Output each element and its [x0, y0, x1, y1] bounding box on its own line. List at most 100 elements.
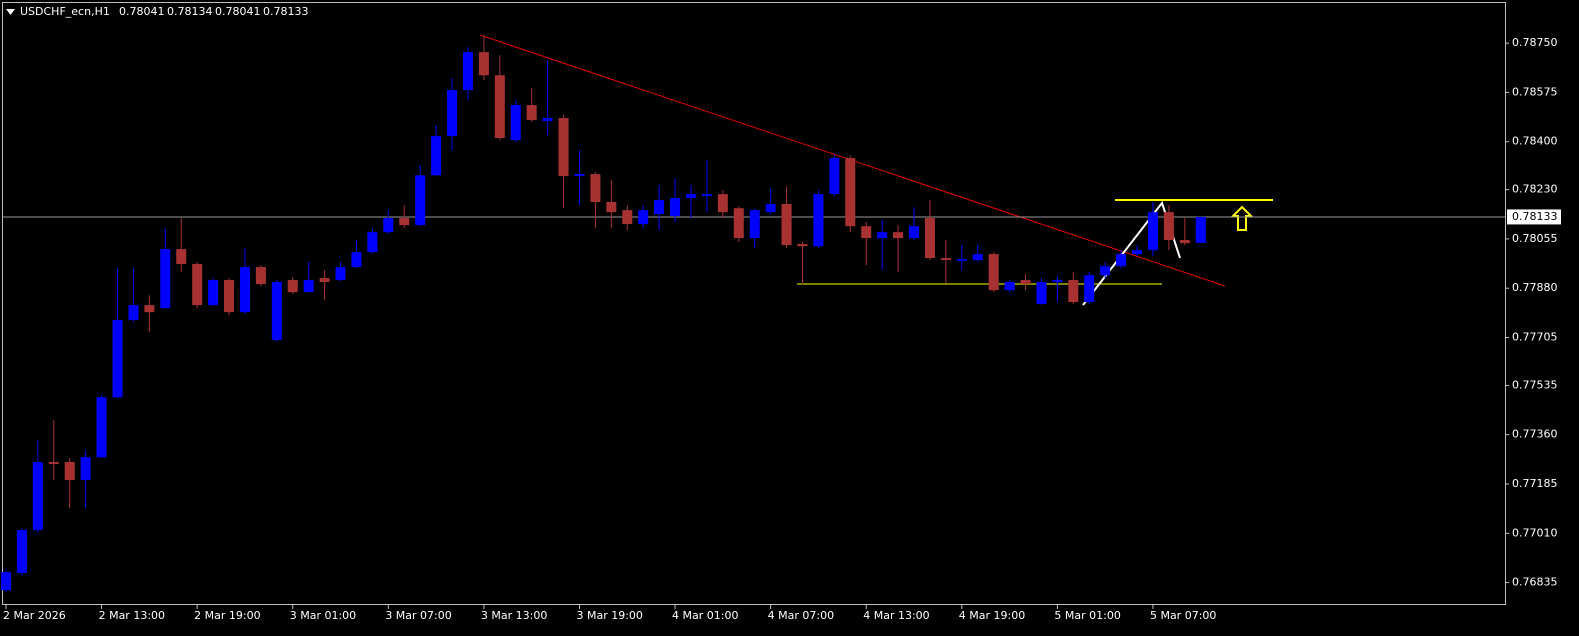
- candle-body: [940, 258, 951, 261]
- plot-frame: [2, 2, 1506, 605]
- candle-body: [813, 194, 824, 247]
- candle-body: [255, 267, 266, 284]
- menu-triangle: [6, 9, 15, 15]
- x-tick-label: 3 Mar 07:00: [385, 609, 451, 622]
- candle-body: [494, 75, 505, 139]
- candle-body: [956, 259, 967, 261]
- x-tick-label: 2 Mar 2026: [3, 609, 66, 622]
- candle-body: [861, 226, 872, 239]
- candle-body: [670, 198, 681, 217]
- x-tick-label: 4 Mar 13:00: [863, 609, 929, 622]
- candle-body: [765, 203, 776, 213]
- candle-body: [717, 194, 728, 213]
- x-tick-label: 3 Mar 13:00: [481, 609, 547, 622]
- candle-body: [893, 232, 904, 239]
- candle-body: [877, 232, 888, 239]
- candle-body: [415, 175, 426, 226]
- candle-body: [208, 280, 219, 306]
- x-tick-label: 3 Mar 01:00: [290, 609, 356, 622]
- header-price: 0.78041: [119, 5, 165, 18]
- candle-body: [797, 243, 808, 247]
- candle-body: [972, 254, 983, 261]
- candle-body: [622, 210, 633, 224]
- x-tick-label: 4 Mar 07:00: [768, 609, 834, 622]
- x-tick-label: 4 Mar 01:00: [672, 609, 738, 622]
- candle-body: [924, 218, 935, 259]
- candle-body: [590, 174, 601, 203]
- header-price: 0.78041: [215, 5, 261, 18]
- candle-body: [685, 194, 696, 199]
- candle-body: [606, 202, 617, 213]
- candle-body: [287, 280, 298, 293]
- x-tick-label: 2 Mar 13:00: [99, 609, 165, 622]
- y-tick-label: 0.78400: [1512, 135, 1558, 148]
- candle-body: [526, 105, 537, 121]
- candle-body: [64, 462, 75, 481]
- candle-body: [1147, 212, 1158, 251]
- candle-body: [510, 105, 521, 141]
- candle-body: [367, 232, 378, 253]
- candle-body: [32, 462, 43, 531]
- candle-body: [1163, 212, 1174, 241]
- up-arrow: [1230, 205, 1254, 231]
- candle-body: [1052, 280, 1063, 283]
- candle-body: [1, 572, 11, 591]
- y-tick-label: 0.78055: [1512, 232, 1558, 245]
- candle-body: [239, 267, 250, 313]
- candle-body: [16, 530, 27, 574]
- candle-body: [1036, 282, 1047, 304]
- candle-body: [48, 462, 59, 464]
- candle-body: [1132, 250, 1143, 255]
- candle-body: [733, 208, 744, 239]
- candle-body: [988, 254, 999, 291]
- candle-body: [638, 210, 649, 224]
- y-tick-label: 0.76835: [1512, 576, 1558, 589]
- y-tick-label: 0.77705: [1512, 331, 1558, 344]
- candle-body: [1068, 280, 1079, 303]
- candle-body: [351, 252, 362, 268]
- candle-body: [176, 249, 187, 264]
- x-tick-label: 3 Mar 19:00: [576, 609, 642, 622]
- candle-body: [1179, 240, 1190, 244]
- x-tick-label: 4 Mar 19:00: [959, 609, 1025, 622]
- candle-body: [1084, 275, 1095, 303]
- candle-body: [303, 280, 314, 293]
- y-tick-label: 0.77360: [1512, 428, 1558, 441]
- candle-body: [112, 320, 123, 398]
- candle-body: [1020, 280, 1031, 284]
- candle-body: [478, 52, 489, 76]
- candle-body: [574, 174, 585, 177]
- y-tick-label: 0.77880: [1512, 281, 1558, 294]
- y-tick-label: 0.78750: [1512, 36, 1558, 49]
- candle-body: [1100, 266, 1111, 276]
- trend-lines: [479, 34, 1273, 306]
- candle-body: [749, 210, 760, 239]
- candle-body: [654, 200, 665, 215]
- header-price: 0.78133: [263, 5, 309, 18]
- y-tick-label: 0.78230: [1512, 183, 1558, 196]
- candle-body: [845, 158, 856, 227]
- candle-body: [335, 267, 346, 281]
- x-tick-label: 5 Mar 07:00: [1150, 609, 1216, 622]
- x-tick-label: 2 Mar 19:00: [194, 609, 260, 622]
- candle-body: [431, 136, 442, 176]
- candle-body: [399, 218, 410, 226]
- candle-body: [96, 397, 107, 458]
- x-tick-label: 5 Mar 01:00: [1054, 609, 1120, 622]
- y-tick-label: 0.77535: [1512, 378, 1558, 391]
- candle-body: [192, 263, 203, 306]
- candle-body: [542, 118, 553, 122]
- candle-body: [271, 282, 282, 341]
- candle-body: [160, 249, 171, 309]
- candle-body: [144, 305, 155, 313]
- candle-body: [447, 90, 458, 137]
- candle-body: [558, 118, 569, 177]
- header-price: 0.78134: [167, 5, 213, 18]
- last-price-box: [1507, 209, 1561, 225]
- candle-body: [781, 203, 792, 246]
- candle-body: [319, 278, 330, 283]
- candle-body: [224, 280, 235, 313]
- candle-body: [1195, 216, 1206, 243]
